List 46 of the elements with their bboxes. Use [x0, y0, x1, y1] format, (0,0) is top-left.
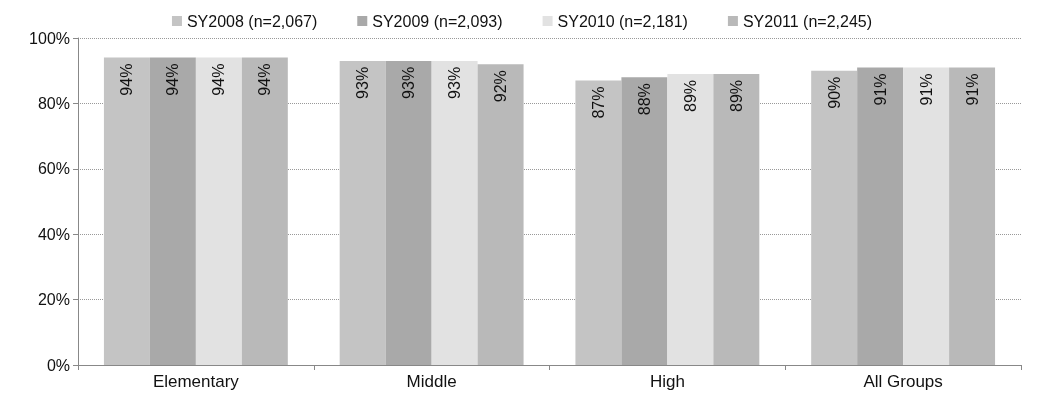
- bar: [339, 60, 386, 365]
- x-tick-label: Elementary: [152, 372, 240, 391]
- y-tick-label: 100%: [29, 29, 70, 47]
- x-tick-label: Middle: [406, 372, 457, 391]
- bar: [575, 80, 622, 365]
- bar: [195, 57, 242, 365]
- data-label: 89%: [681, 79, 699, 112]
- y-tick-label: 20%: [37, 291, 70, 309]
- y-tick-label: 40%: [37, 225, 70, 243]
- data-label: 94%: [210, 63, 228, 96]
- data-label: 94%: [256, 63, 274, 96]
- data-label: 94%: [164, 63, 182, 96]
- bar: [949, 67, 996, 365]
- bar: [431, 60, 478, 365]
- bar: [667, 73, 714, 365]
- data-label: 90%: [825, 76, 843, 109]
- x-tick-label: All Groups: [863, 372, 943, 391]
- data-label: 91%: [917, 73, 935, 106]
- bar: [241, 57, 288, 365]
- data-label: 89%: [727, 79, 745, 112]
- bar: [713, 73, 760, 365]
- bar: [903, 67, 950, 365]
- data-label: 88%: [635, 83, 653, 116]
- legend-label: SY2011 (n=2,245): [742, 12, 873, 30]
- bar: [621, 77, 668, 365]
- y-tick-label: 80%: [37, 94, 70, 112]
- data-label: 93%: [400, 66, 418, 99]
- data-label: 91%: [871, 73, 889, 106]
- bar: [477, 64, 524, 365]
- legend-label: SY2009 (n=2,093): [372, 12, 503, 30]
- bar: [103, 57, 150, 365]
- y-tick-label: 60%: [37, 160, 70, 178]
- bar: [149, 57, 196, 365]
- bar: [857, 67, 904, 365]
- data-label: 87%: [589, 86, 607, 119]
- x-tick-label: High: [649, 372, 685, 391]
- bar: [385, 60, 432, 365]
- data-label: 94%: [118, 63, 136, 96]
- data-label: 91%: [963, 73, 981, 106]
- bar: [811, 70, 858, 365]
- legend-label: SY2010 (n=2,181): [557, 12, 688, 30]
- data-label: 93%: [354, 66, 372, 99]
- legend-label: SY2008 (n=2,067): [186, 12, 318, 30]
- data-label: 93%: [446, 66, 464, 99]
- y-tick-label: 0%: [46, 356, 70, 374]
- data-label: 92%: [492, 70, 510, 103]
